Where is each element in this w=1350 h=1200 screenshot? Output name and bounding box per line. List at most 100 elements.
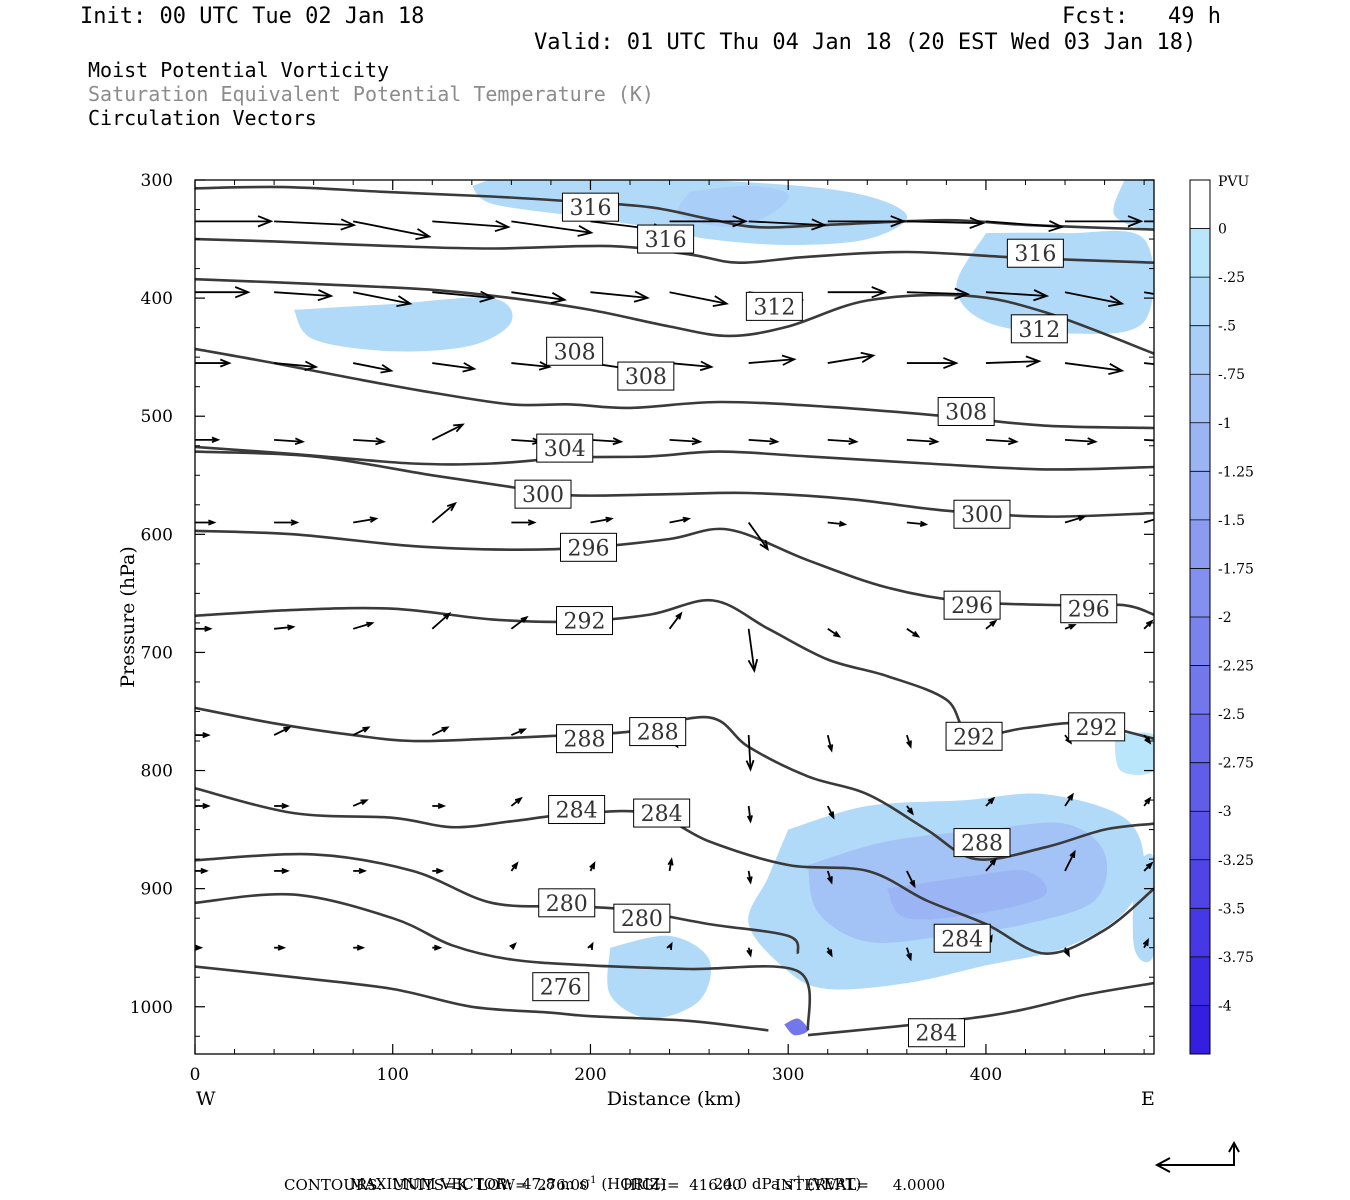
colorbar-label: -3.25 (1218, 853, 1254, 869)
contour-label-box (532, 972, 590, 1002)
vector-head (989, 619, 998, 627)
vector-arrow (748, 437, 780, 446)
contour-label-text: 292 (1076, 716, 1118, 741)
vector-arrow (587, 941, 594, 950)
vector-shaft (985, 360, 1040, 364)
vector-arrow (827, 628, 842, 638)
vector-arrow (590, 516, 614, 524)
vector-arrow (353, 516, 379, 524)
vector-head (667, 857, 674, 866)
vector-head (358, 867, 368, 875)
vector-shaft (747, 805, 752, 822)
contour-label-4: 312 (1010, 314, 1068, 344)
vector-arrow (906, 520, 929, 527)
vector-head (827, 876, 833, 885)
vector-shaft (747, 735, 752, 770)
y-tick-label: 400 (141, 289, 173, 309)
contour-label-10: 300 (953, 499, 1011, 529)
vector-shaft (353, 291, 411, 305)
vert-tag: (VERT) (806, 1175, 862, 1193)
contour-label-17: 288 (556, 724, 614, 754)
y-axis-title: Pressure (hPa) (117, 546, 139, 688)
contour-label-box (617, 361, 675, 391)
vector-arrow (906, 870, 916, 889)
vector-head (234, 286, 251, 299)
contour-label-21: 284 (633, 798, 691, 828)
vector-head (211, 436, 221, 444)
vector-shaft (274, 291, 332, 297)
vector-head (369, 516, 379, 523)
contour-line-12 (195, 965, 769, 1032)
vector-head (518, 728, 527, 735)
contour-label-0: 316 (561, 192, 619, 222)
contour-label-text: 284 (641, 802, 683, 827)
colorbar-label: -2.25 (1218, 659, 1254, 675)
vector-arrow (195, 625, 213, 632)
contour-label-26: 284 (907, 1018, 965, 1048)
vector-head (827, 744, 834, 753)
vector-arrow (906, 216, 986, 229)
y-tick-label: 500 (141, 407, 173, 427)
vector-head (294, 437, 306, 446)
vector-arrow (273, 726, 292, 736)
colorbar-segment (1190, 665, 1210, 715)
vector-shaft (353, 438, 384, 443)
vector-shaft (431, 726, 448, 736)
vector-head (1108, 295, 1125, 307)
contour-label-box (548, 795, 606, 825)
vector-shaft (747, 628, 756, 671)
colorbar-unit: PVU (1218, 174, 1250, 190)
vector-arrow (905, 734, 912, 749)
vector-shaft (906, 870, 916, 887)
vector-arrow (432, 220, 511, 233)
colorbar-label: -2.75 (1218, 756, 1254, 772)
contour-line-9 (195, 787, 1154, 955)
colorbar-label: -3.75 (1218, 950, 1254, 966)
contour-label-text: 308 (625, 365, 667, 390)
vector-shaft (353, 362, 392, 372)
contour-label-box (745, 291, 803, 321)
vector-arrow (1143, 291, 1154, 295)
vector-arrow (669, 516, 691, 524)
x-axis-title: Distance (km) (607, 1088, 742, 1110)
vector-arrow (746, 870, 753, 885)
contour-label-13: 296 (1060, 594, 1118, 624)
vector-shaft (274, 362, 316, 368)
contour-label-14: 292 (556, 606, 614, 636)
colorbar-segment (1190, 1005, 1210, 1055)
vector-arrow (1143, 796, 1152, 807)
contour-label-text: 288 (961, 832, 1003, 857)
pv-patch-7 (887, 870, 1047, 920)
vector-head (1166, 438, 1174, 444)
contour-label-box (1068, 712, 1126, 742)
colorbar-segment (1190, 471, 1210, 521)
vector-head (712, 295, 730, 307)
vector-arrow (511, 437, 543, 446)
vector-arrow (353, 867, 368, 875)
vector-shaft (511, 362, 550, 368)
vector-arrow (1144, 438, 1174, 444)
contour-label-box (953, 499, 1011, 529)
vector-arrow (826, 870, 833, 885)
max-vector-line: MAXIMUM VECTOR: 47.8 m s-1 (HORIZ) 24.0 … (340, 1157, 862, 1193)
vector-head (838, 520, 848, 527)
contour-label-box (514, 479, 572, 509)
vector-arrow (589, 861, 596, 872)
vector-arrow (353, 362, 394, 374)
y-tick-label: 700 (141, 643, 173, 663)
vector-shaft (669, 291, 727, 305)
x-tick-label: 200 (574, 1065, 606, 1085)
vector-arrow (274, 624, 296, 631)
vector-arrow (352, 621, 375, 630)
vector-arrow (195, 286, 251, 299)
contour-line-10 (195, 852, 800, 955)
vector-shaft (590, 291, 648, 299)
vector-head (747, 658, 759, 674)
vector-shaft (431, 502, 456, 524)
vector-shaft (668, 613, 682, 630)
vector-arrow (510, 861, 519, 872)
vector-shaft (431, 612, 450, 630)
contour-label-text: 284 (941, 927, 983, 952)
contour-label-text: 308 (554, 340, 596, 365)
plot-frame (194, 179, 1155, 1055)
